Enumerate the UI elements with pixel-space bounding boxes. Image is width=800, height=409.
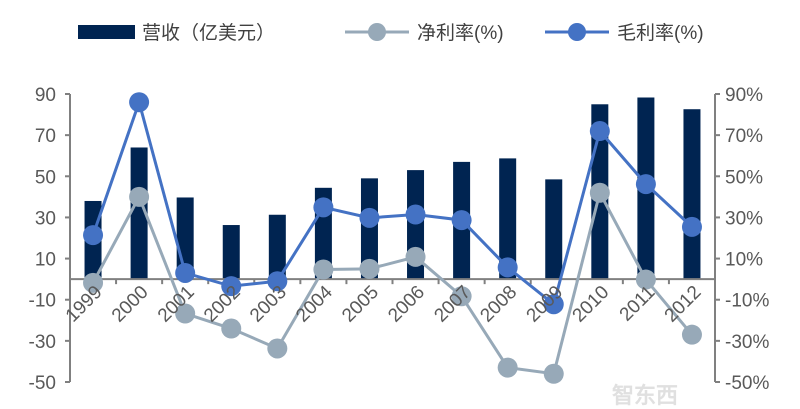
right-tick-label: -50% bbox=[725, 373, 769, 394]
bar-2003 bbox=[268, 214, 286, 280]
point-2012 bbox=[681, 216, 702, 237]
right-tick-label: -10% bbox=[725, 291, 769, 312]
right-tick-label: -30% bbox=[725, 332, 769, 353]
legend-label-revenue: 营收（亿美元） bbox=[142, 22, 275, 44]
point-2010 bbox=[589, 121, 610, 142]
x-tick-label: 2006 bbox=[384, 282, 429, 327]
point-2008 bbox=[497, 357, 518, 378]
point-2001 bbox=[175, 262, 196, 283]
bar-2008 bbox=[499, 158, 517, 280]
point-2002 bbox=[221, 276, 242, 297]
right-tick-label: 10% bbox=[725, 250, 763, 271]
x-tick-labels: 1999 2000 2001 2002 2003 2004 2005 2006 2007 2008… bbox=[62, 282, 706, 327]
right-tick-label: 50% bbox=[725, 167, 763, 188]
legend-marker bbox=[368, 23, 386, 41]
bar-2000 bbox=[130, 147, 148, 280]
right-tick-label: 30% bbox=[725, 208, 763, 229]
point-2006 bbox=[405, 204, 426, 225]
series-gross-margin bbox=[83, 92, 702, 315]
right-tick-label: 70% bbox=[725, 126, 763, 147]
point-2009 bbox=[543, 363, 564, 384]
x-tick-label: 2003 bbox=[246, 282, 291, 327]
point-2002 bbox=[221, 318, 242, 339]
legend-label-gross-margin: 毛利率(%) bbox=[617, 22, 704, 44]
point-2000 bbox=[129, 92, 150, 113]
x-tick-label: 2005 bbox=[338, 282, 383, 327]
x-tick-label: 2008 bbox=[476, 282, 521, 327]
right-tick-label: 90% bbox=[725, 85, 763, 106]
point-2001 bbox=[175, 303, 196, 324]
point-2012 bbox=[681, 324, 702, 345]
left-tick-label: 10 bbox=[35, 250, 56, 271]
x-tick-label: 2004 bbox=[292, 282, 337, 327]
point-2009 bbox=[543, 294, 564, 315]
left-tick-label: -50 bbox=[29, 373, 56, 394]
bar-2012 bbox=[683, 109, 701, 280]
lines bbox=[83, 92, 702, 384]
point-2008 bbox=[497, 257, 518, 278]
point-1999 bbox=[83, 272, 104, 293]
point-2010 bbox=[589, 182, 610, 203]
point-1999 bbox=[83, 225, 104, 246]
bar-2005 bbox=[360, 178, 378, 280]
point-2004 bbox=[313, 259, 334, 280]
series-net-margin bbox=[83, 182, 702, 384]
left-tick-label: -10 bbox=[29, 291, 56, 312]
point-2003 bbox=[267, 271, 288, 292]
point-2005 bbox=[359, 207, 380, 228]
watermark-logo: 智东西 bbox=[612, 383, 678, 408]
axes: 90 70 50 30 10 -10 -30 -50 90% 70% 50% 30% 10% -10% -3… bbox=[29, 85, 770, 394]
left-tick-label: -30 bbox=[29, 332, 56, 353]
point-2006 bbox=[405, 246, 426, 267]
point-2011 bbox=[635, 174, 656, 195]
point-2000 bbox=[129, 186, 150, 207]
point-2011 bbox=[635, 269, 656, 290]
left-tick-label: 90 bbox=[35, 85, 56, 106]
left-tick-label: 30 bbox=[35, 208, 56, 229]
x-tick-label: 2000 bbox=[108, 282, 153, 327]
legend-marker bbox=[568, 23, 586, 41]
left-tick-label: 50 bbox=[35, 167, 56, 188]
x-tick-label: 2012 bbox=[661, 282, 706, 327]
legend: 营收（亿美元） 净利率(%) 毛利率(%) 智东西 bbox=[78, 22, 704, 408]
left-tick-label: 70 bbox=[35, 126, 56, 147]
point-2004 bbox=[313, 197, 334, 218]
point-2007 bbox=[451, 286, 472, 307]
point-2005 bbox=[359, 258, 380, 279]
legend-label-net-margin: 净利率(%) bbox=[417, 22, 504, 44]
point-2003 bbox=[267, 338, 288, 359]
bar-2009 bbox=[545, 179, 563, 280]
point-2007 bbox=[451, 210, 472, 231]
legend-swatch-revenue bbox=[78, 25, 135, 39]
bar-2002 bbox=[222, 225, 240, 280]
